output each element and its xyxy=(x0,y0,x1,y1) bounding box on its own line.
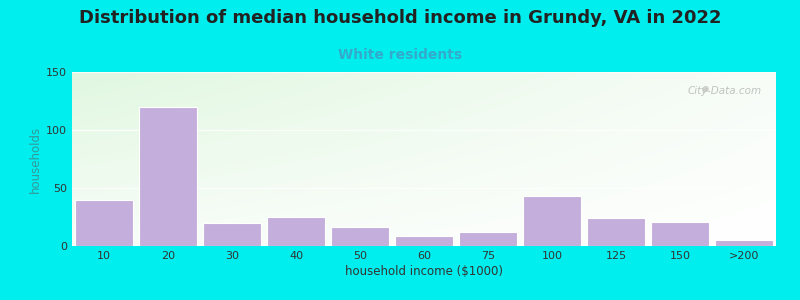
Bar xyxy=(330,227,390,246)
Text: White residents: White residents xyxy=(338,48,462,62)
X-axis label: household income ($1000): household income ($1000) xyxy=(345,265,503,278)
Bar xyxy=(138,107,198,246)
Bar xyxy=(394,236,454,246)
Bar xyxy=(522,196,582,246)
Bar xyxy=(458,232,518,246)
Y-axis label: households: households xyxy=(29,125,42,193)
Text: City-Data.com: City-Data.com xyxy=(688,86,762,96)
Bar xyxy=(266,217,326,246)
Bar xyxy=(714,240,774,246)
Text: ●: ● xyxy=(702,84,709,93)
Bar xyxy=(74,200,134,246)
Bar xyxy=(202,223,262,246)
Text: Distribution of median household income in Grundy, VA in 2022: Distribution of median household income … xyxy=(78,9,722,27)
Bar xyxy=(650,222,710,246)
Bar xyxy=(586,218,646,246)
